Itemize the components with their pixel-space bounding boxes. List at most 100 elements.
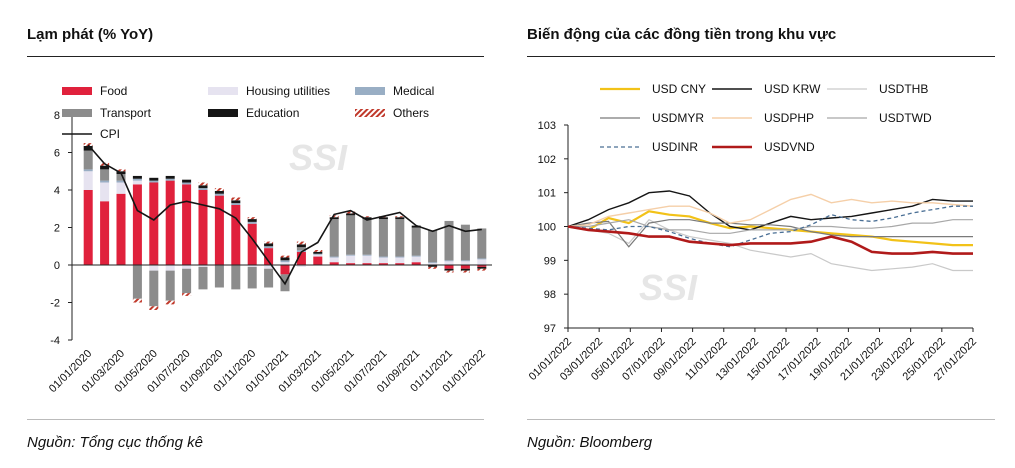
bar-segment-transport <box>165 270 175 301</box>
bar-segment-education <box>313 251 323 254</box>
bar-segment-food <box>313 256 323 265</box>
bar-segment-food <box>132 184 142 265</box>
bar-segment-others <box>83 143 93 146</box>
bar-segment-education <box>362 217 372 220</box>
legend-label-education: Education <box>246 106 299 120</box>
right-y-tick-label: 98 <box>544 289 556 301</box>
legend-label-usdinr: USDINR <box>652 140 698 154</box>
bar-segment-education <box>444 268 454 271</box>
bar-segment-others <box>362 216 372 218</box>
bar-segment-housing-utilities <box>280 262 290 265</box>
right-source-note: Nguồn: Bloomberg <box>527 434 653 451</box>
bar-segment-education <box>198 185 208 189</box>
bar-segment-education <box>378 217 388 220</box>
bar-segment-food <box>182 184 192 265</box>
bar-segment-education <box>346 213 356 216</box>
bar-segment-transport <box>395 219 405 257</box>
bar-segment-housing-utilities <box>198 265 208 267</box>
bar-segment-transport <box>460 224 470 261</box>
bar-segment-transport <box>247 266 257 289</box>
bar-segment-others <box>444 270 454 273</box>
bar-segment-others <box>477 268 487 271</box>
bar-segment-food <box>296 251 306 265</box>
bar-segment-housing-utilities <box>264 265 274 269</box>
legend-swatch-medical <box>355 87 385 95</box>
series-line-usdtwd <box>568 219 973 234</box>
bar-segment-education <box>182 179 192 183</box>
bar-segment-transport <box>231 265 241 290</box>
bar-segment-medical <box>346 254 356 256</box>
legend-label-transport: Transport <box>100 106 152 120</box>
bar-segment-transport <box>296 247 306 250</box>
bar-segment-housing-utilities <box>83 171 93 190</box>
bar-segment-medical <box>214 193 224 196</box>
bar-segment-food <box>165 180 175 265</box>
bar-segment-medical <box>198 188 208 190</box>
legend-label-usdvnd: USDVND <box>764 140 815 154</box>
bar-segment-others <box>296 241 306 245</box>
cpi-line <box>87 144 482 286</box>
bar-segment-food <box>83 190 93 265</box>
bar-segment-food <box>149 182 159 265</box>
bar-segment-housing-utilities <box>132 180 142 185</box>
bar-segment-education <box>100 165 110 170</box>
left-y-tick-label: 0 <box>54 260 60 272</box>
bar-segment-housing-utilities <box>329 257 339 263</box>
bar-segment-education <box>395 217 405 220</box>
bar-segment-food <box>280 265 290 275</box>
bar-segment-medical <box>149 180 159 183</box>
bar-segment-food <box>100 201 110 265</box>
bar-segment-others <box>165 300 175 305</box>
bar-segment-housing-utilities <box>149 265 159 271</box>
bar-segment-transport <box>116 174 126 181</box>
right-y-tick-label: 102 <box>538 154 556 166</box>
legend-label-medical: Medical <box>393 84 434 98</box>
left-chart-title: Lạm phát (% YoY) <box>27 26 154 43</box>
legend-swatch-education <box>208 109 238 117</box>
bar-segment-others <box>428 266 438 269</box>
bar-segment-transport <box>264 268 274 288</box>
bar-segment-transport <box>346 215 356 255</box>
bar-segment-medical <box>329 256 339 258</box>
bar-segment-housing-utilities <box>477 259 487 265</box>
left-y-tick-label: 4 <box>54 185 60 197</box>
bar-segment-others <box>346 211 356 214</box>
bar-segment-education <box>132 175 142 179</box>
legend-swatch-housing-utilities <box>208 87 238 95</box>
bar-segment-others <box>198 182 208 186</box>
bar-segment-medical <box>231 203 241 205</box>
legend-swatch-transport <box>62 109 92 117</box>
bar-segment-transport <box>411 227 421 256</box>
series-line-usdphp <box>567 193 974 228</box>
bar-segment-food <box>247 223 257 265</box>
bar-segment-transport <box>100 169 110 181</box>
legend-label-others: Others <box>393 106 429 120</box>
bar-segment-medical <box>362 254 372 256</box>
left-y-tick-label: -4 <box>50 335 60 347</box>
bar-segment-housing-utilities <box>313 254 323 257</box>
bar-segment-transport <box>149 270 159 307</box>
bar-segment-medical <box>132 178 142 181</box>
bar-segment-food <box>198 190 208 265</box>
bar-segment-medical <box>395 256 405 258</box>
bar-segment-medical <box>444 260 454 262</box>
legend-label-usdtwd: USDTWD <box>879 111 932 125</box>
bar-segment-medical <box>378 256 388 258</box>
left-y-tick-label: 8 <box>54 110 60 122</box>
bar-segment-education <box>477 266 487 269</box>
bar-segment-housing-utilities <box>460 261 470 265</box>
bar-segment-others <box>182 293 192 296</box>
bar-segment-food <box>231 205 241 265</box>
bar-segment-medical <box>313 253 323 255</box>
bar-segment-housing-utilities <box>247 265 257 267</box>
bar-segment-transport <box>83 150 93 170</box>
bar-segment-housing-utilities <box>346 255 356 264</box>
bar-segment-housing-utilities <box>165 265 175 271</box>
bar-segment-education <box>329 217 339 220</box>
legend-label-cpi: CPI <box>100 127 120 141</box>
bar-segment-others <box>460 270 470 273</box>
bar-segment-housing-utilities <box>444 261 454 265</box>
left-y-tick-label: 2 <box>54 223 60 235</box>
right-y-tick-label: 99 <box>544 255 556 267</box>
